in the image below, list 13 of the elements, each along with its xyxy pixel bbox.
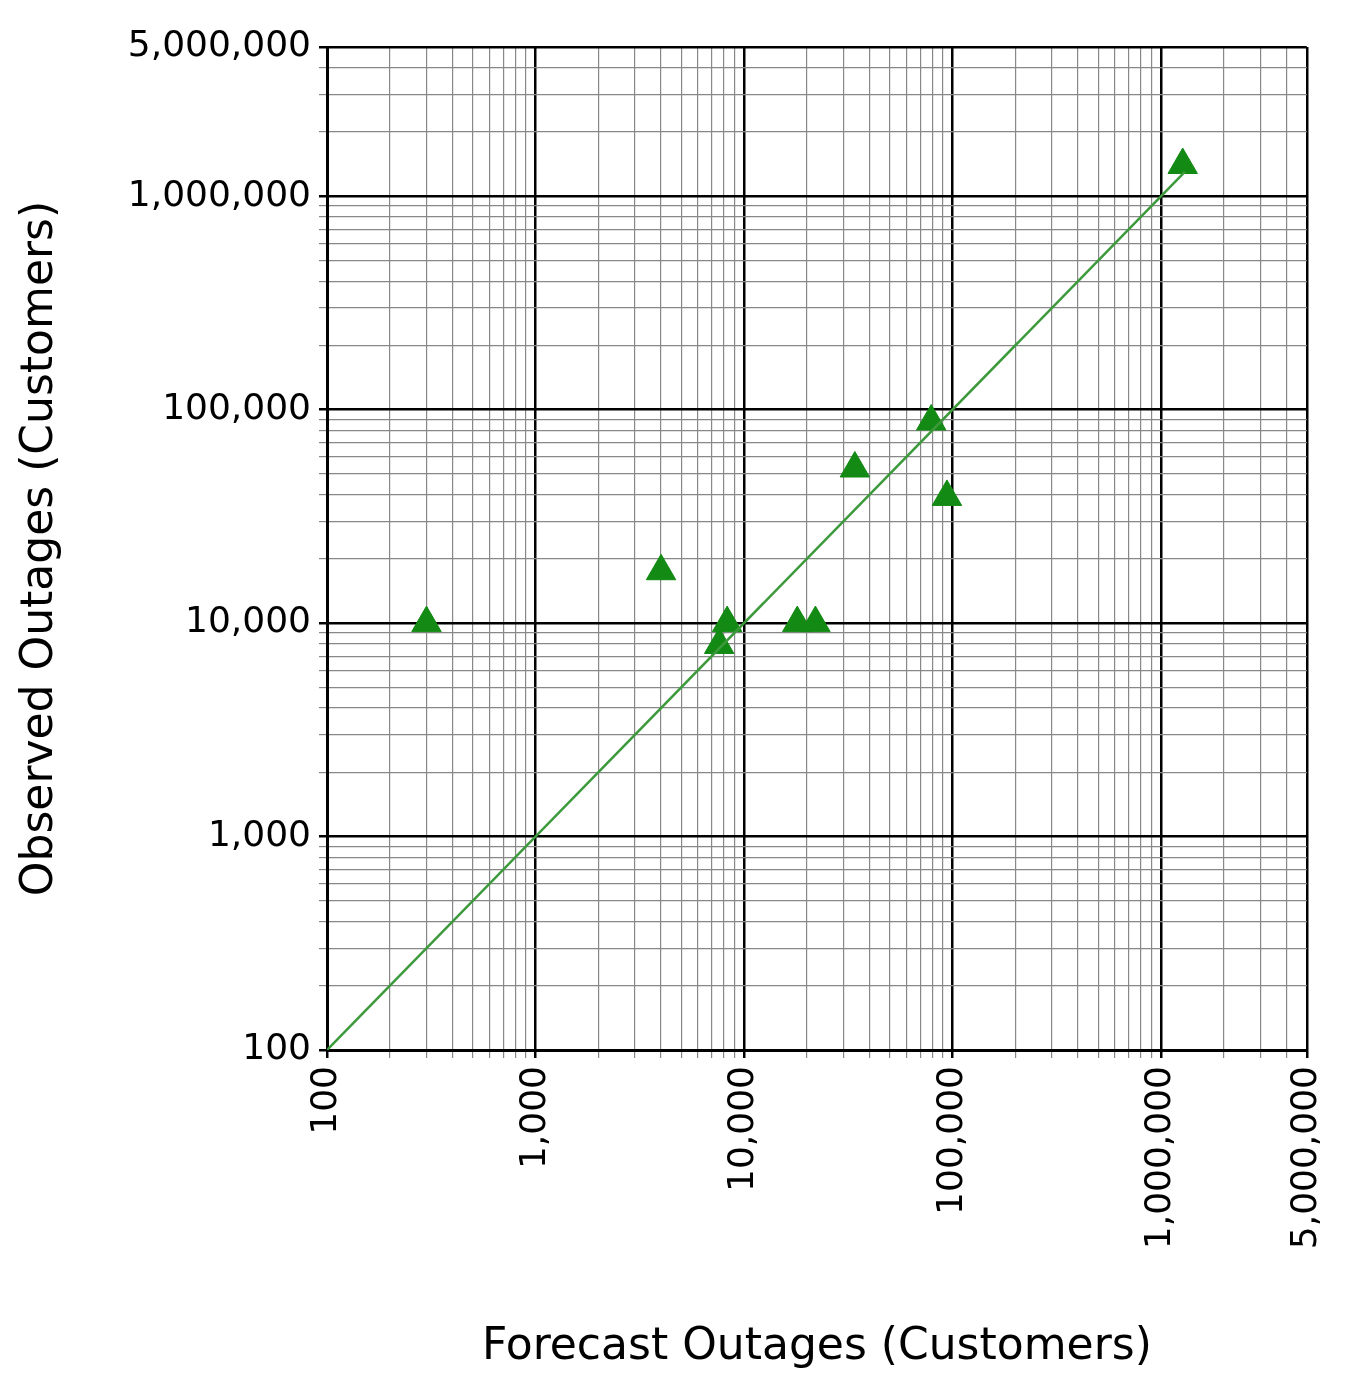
y-tick-label: 10,000 (185, 599, 311, 641)
y-tick-label: 1,000,000 (127, 172, 311, 214)
x-tick-label: 5,000,000 (1283, 1066, 1325, 1250)
y-tick-label: 100,000 (162, 386, 311, 428)
x-axis-title: Forecast Outages (Customers) (482, 1318, 1152, 1370)
x-tick-label: 1,000 (511, 1066, 553, 1170)
y-axis-title: Observed Outages (Customers) (10, 200, 62, 897)
x-tick-label: 100,000 (928, 1066, 970, 1215)
x-tick-label: 1,000,000 (1137, 1066, 1179, 1250)
y-tick-label: 100 (242, 1026, 311, 1068)
y-tick-label: 1,000 (207, 812, 311, 854)
y-tick-label: 5,000,000 (127, 23, 311, 65)
x-tick-label: 10,000 (720, 1066, 762, 1192)
